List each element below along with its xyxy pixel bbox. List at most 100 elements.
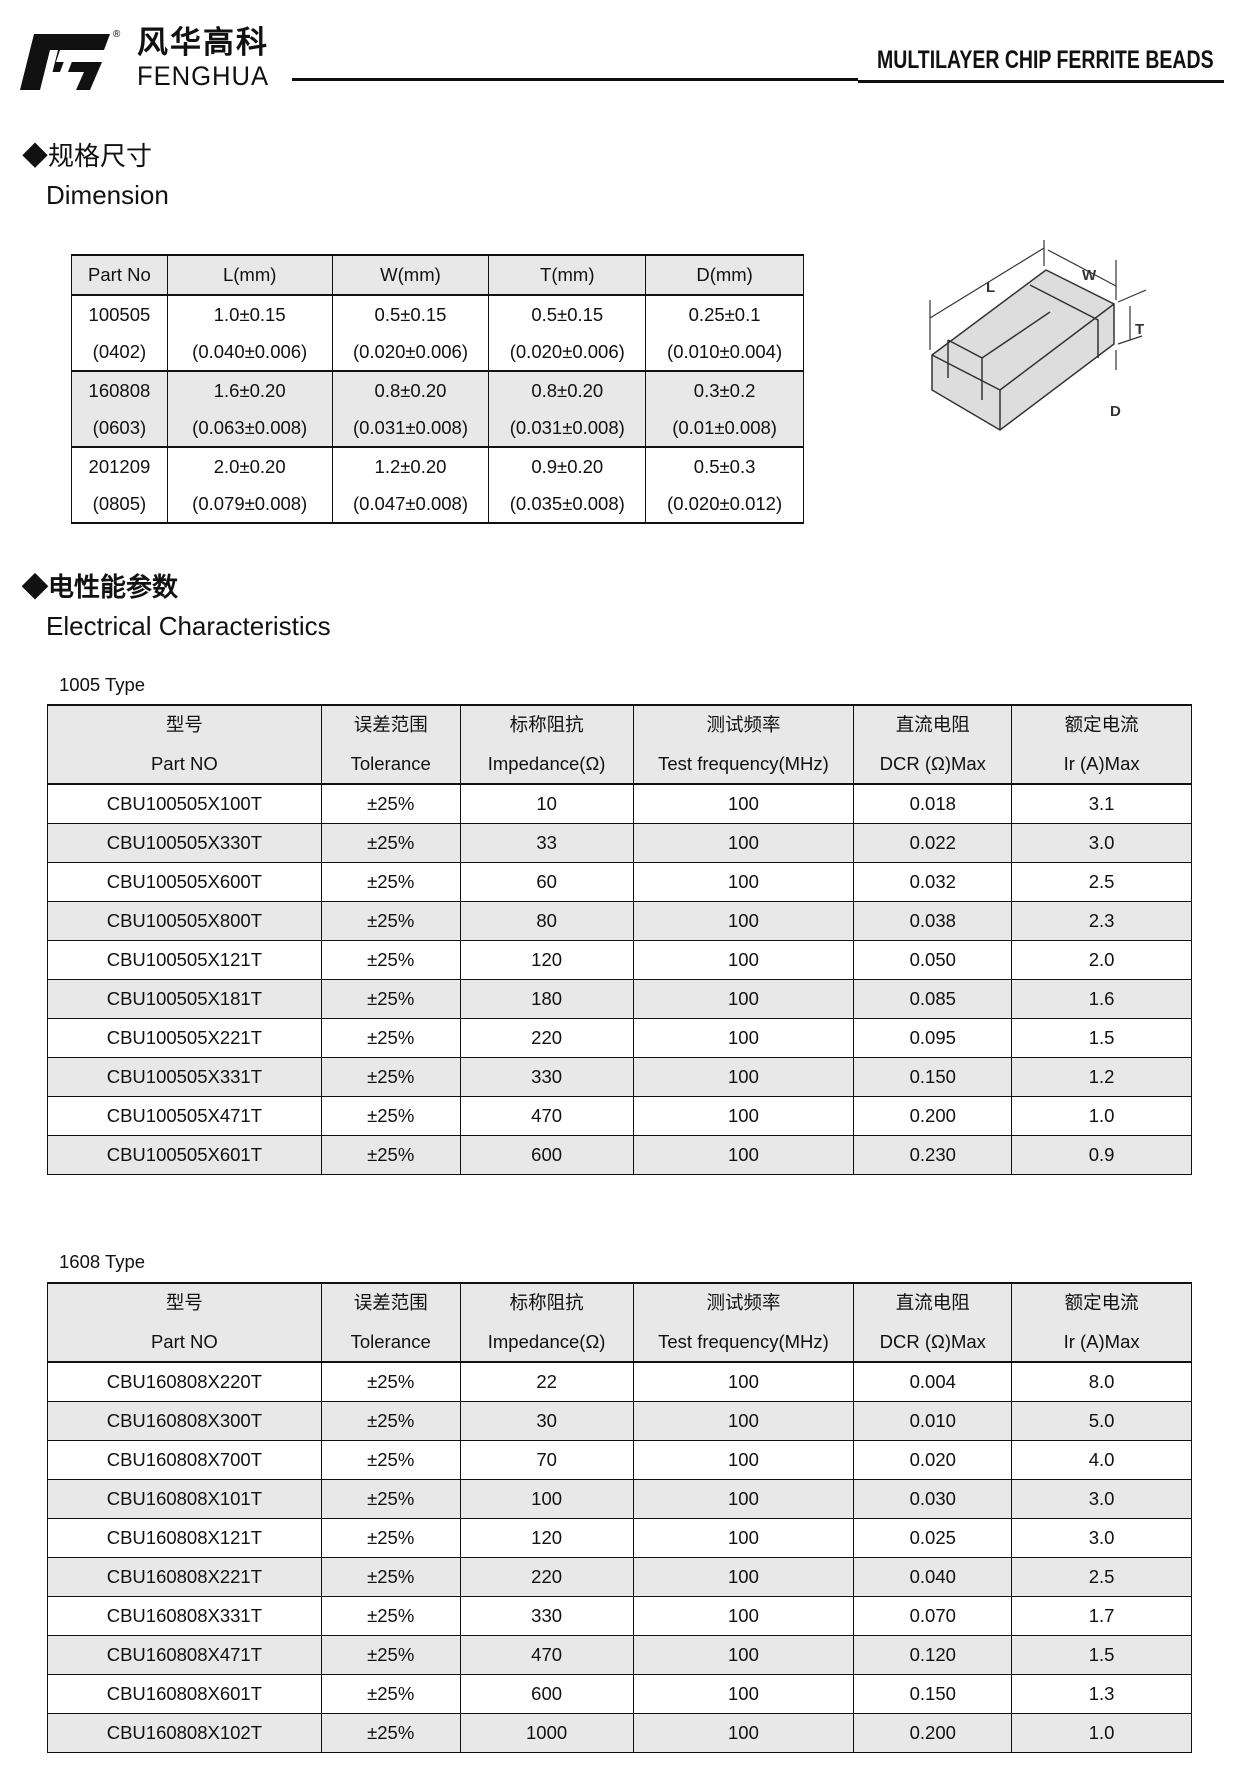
- column-header: L(mm): [166, 254, 333, 295]
- package-code-cell: (0402): [71, 333, 168, 372]
- table-cell: 100: [632, 1674, 855, 1714]
- table-cell: 100: [632, 1479, 855, 1519]
- table-row: CBU160808X220T ±25% 22 100 0.004 8.0: [47, 1361, 1192, 1402]
- dimension-mm-cell: 0.9±0.20: [488, 446, 647, 485]
- dimension-inch-cell: (0.031±0.008): [488, 409, 647, 448]
- part-no-cell: 100505: [71, 294, 168, 333]
- table-row: CBU100505X330T ±25% 33 100 0.022 3.0: [47, 823, 1192, 863]
- column-header-cn: 型号: [47, 704, 322, 744]
- table-row: (0603) (0.063±0.008) (0.031±0.008) (0.031±0…: [71, 409, 804, 448]
- table-cell: 0.200: [853, 1713, 1013, 1753]
- table-cell: 0.010: [853, 1401, 1013, 1441]
- table-cell: 1.0: [1011, 1096, 1192, 1136]
- dimension-mm-cell: 0.5±0.15: [488, 294, 647, 333]
- table-cell: CBU100505X600T: [47, 862, 322, 902]
- table-cell: 600: [459, 1135, 634, 1175]
- table-row: CBU100505X100T ±25% 10 100 0.018 3.1: [47, 783, 1192, 824]
- table-cell: ±25%: [320, 1018, 461, 1058]
- dimension-mm-cell: 0.25±0.1: [645, 294, 804, 333]
- table-cell: CBU160808X471T: [47, 1635, 322, 1675]
- table-cell: 0.230: [853, 1135, 1013, 1175]
- table-cell: 220: [459, 1018, 634, 1058]
- table-row: (0402) (0.040±0.006) (0.020±0.006) (0.020±0…: [71, 333, 804, 372]
- table-cell: 600: [459, 1674, 634, 1714]
- table-cell: 100: [632, 1518, 855, 1558]
- chip-dimension-diagram: L W T D: [929, 240, 1147, 431]
- table-cell: 2.5: [1011, 862, 1192, 902]
- table-cell: 3.0: [1011, 823, 1192, 863]
- dimension-mm-cell: 0.8±0.20: [331, 370, 490, 409]
- table-header-row: Part No L(mm) W(mm) T(mm) D(mm): [71, 254, 804, 295]
- table-cell: 100: [632, 1713, 855, 1753]
- table-row: CBU100505X181T ±25% 180 100 0.085 1.6: [47, 979, 1192, 1019]
- dimension-inch-cell: (0.040±0.006): [166, 333, 333, 372]
- column-header-en: Impedance(Ω): [459, 744, 634, 785]
- table-cell: ±25%: [320, 1135, 461, 1175]
- table-row: CBU160808X471T ±25% 470 100 0.120 1.5: [47, 1635, 1192, 1675]
- table-cell: CBU160808X300T: [47, 1401, 322, 1441]
- table-row: CBU160808X121T ±25% 120 100 0.025 3.0: [47, 1518, 1192, 1558]
- table-cell: 100: [459, 1479, 634, 1519]
- table-cell: CBU100505X121T: [47, 940, 322, 980]
- column-header-en: Tolerance: [320, 744, 461, 785]
- dimension-inch-cell: (0.01±0.008): [645, 409, 804, 448]
- table-cell: 1.3: [1011, 1674, 1192, 1714]
- table-cell: 470: [459, 1635, 634, 1675]
- part-no-cell: 201209: [71, 446, 168, 485]
- table-cell: CBU160808X700T: [47, 1440, 322, 1480]
- table-cell: 470: [459, 1096, 634, 1136]
- table-header-row: 型号 误差范围 标称阻抗 测试频率 直流电阻 额定电流: [47, 1282, 1192, 1322]
- column-header-cn: 误差范围: [320, 1282, 461, 1322]
- table-row: 160808 1.6±0.20 0.8±0.20 0.8±0.20 0.3±0.2: [71, 370, 804, 409]
- dimension-mm-cell: 0.3±0.2: [645, 370, 804, 409]
- logo-english-name: FENGHUA: [137, 61, 270, 91]
- column-header-cn: 型号: [47, 1282, 322, 1322]
- table-cell: 1.5: [1011, 1018, 1192, 1058]
- table-row: CBU100505X600T ±25% 60 100 0.032 2.5: [47, 862, 1192, 902]
- electrical-heading-en: Electrical Characteristics: [46, 611, 331, 641]
- table-cell: CBU160808X221T: [47, 1557, 322, 1597]
- table-row: CBU160808X300T ±25% 30 100 0.010 5.0: [47, 1401, 1192, 1441]
- table-cell: 4.0: [1011, 1440, 1192, 1480]
- dimension-table: Part No L(mm) W(mm) T(mm) D(mm) 100505 1.…: [71, 254, 804, 524]
- table-cell: CBU100505X331T: [47, 1057, 322, 1097]
- table-cell: 2.0: [1011, 940, 1192, 980]
- diagram-label-t: T: [1135, 321, 1144, 338]
- table-row: CBU100505X800T ±25% 80 100 0.038 2.3: [47, 901, 1192, 941]
- column-header-cn: 额定电流: [1011, 1282, 1192, 1322]
- table-row: CBU100505X221T ±25% 220 100 0.095 1.5: [47, 1018, 1192, 1058]
- table-cell: 22: [459, 1361, 634, 1402]
- table-cell: ±25%: [320, 1557, 461, 1597]
- table-cell: ±25%: [320, 1596, 461, 1636]
- table-cell: CBU160808X220T: [47, 1361, 322, 1402]
- column-header-cn: 直流电阻: [853, 1282, 1013, 1322]
- logo-chinese-name: 风华高科: [137, 25, 269, 60]
- column-header-cn: 额定电流: [1011, 704, 1192, 744]
- column-header-cn: 标称阻抗: [459, 704, 634, 744]
- table-row: 201209 2.0±0.20 1.2±0.20 0.9±0.20 0.5±0.3: [71, 446, 804, 485]
- package-code-cell: (0805): [71, 485, 168, 524]
- table-cell: 180: [459, 979, 634, 1019]
- table-cell: 80: [459, 901, 634, 941]
- table-cell: ±25%: [320, 862, 461, 902]
- table-cell: 1.5: [1011, 1635, 1192, 1675]
- dimension-mm-cell: 1.0±0.15: [166, 294, 333, 333]
- dimension-inch-cell: (0.020±0.006): [331, 333, 490, 372]
- table-cell: CBU100505X471T: [47, 1096, 322, 1136]
- table-row: CBU100505X331T ±25% 330 100 0.150 1.2: [47, 1057, 1192, 1097]
- table-cell: 100: [632, 1135, 855, 1175]
- table-cell: 0.070: [853, 1596, 1013, 1636]
- table-cell: 0.095: [853, 1018, 1013, 1058]
- column-header: D(mm): [645, 254, 804, 295]
- table-cell: 120: [459, 940, 634, 980]
- table-row: CBU100505X601T ±25% 600 100 0.230 0.9: [47, 1135, 1192, 1175]
- header-rule: [292, 78, 858, 81]
- table-cell: 0.038: [853, 901, 1013, 941]
- table-row: CBU160808X101T ±25% 100 100 0.030 3.0: [47, 1479, 1192, 1519]
- table-cell: 0.200: [853, 1096, 1013, 1136]
- type-label-1005: 1005 Type: [59, 674, 146, 695]
- column-header: T(mm): [488, 254, 647, 295]
- table-cell: ±25%: [320, 1401, 461, 1441]
- table-cell: ±25%: [320, 940, 461, 980]
